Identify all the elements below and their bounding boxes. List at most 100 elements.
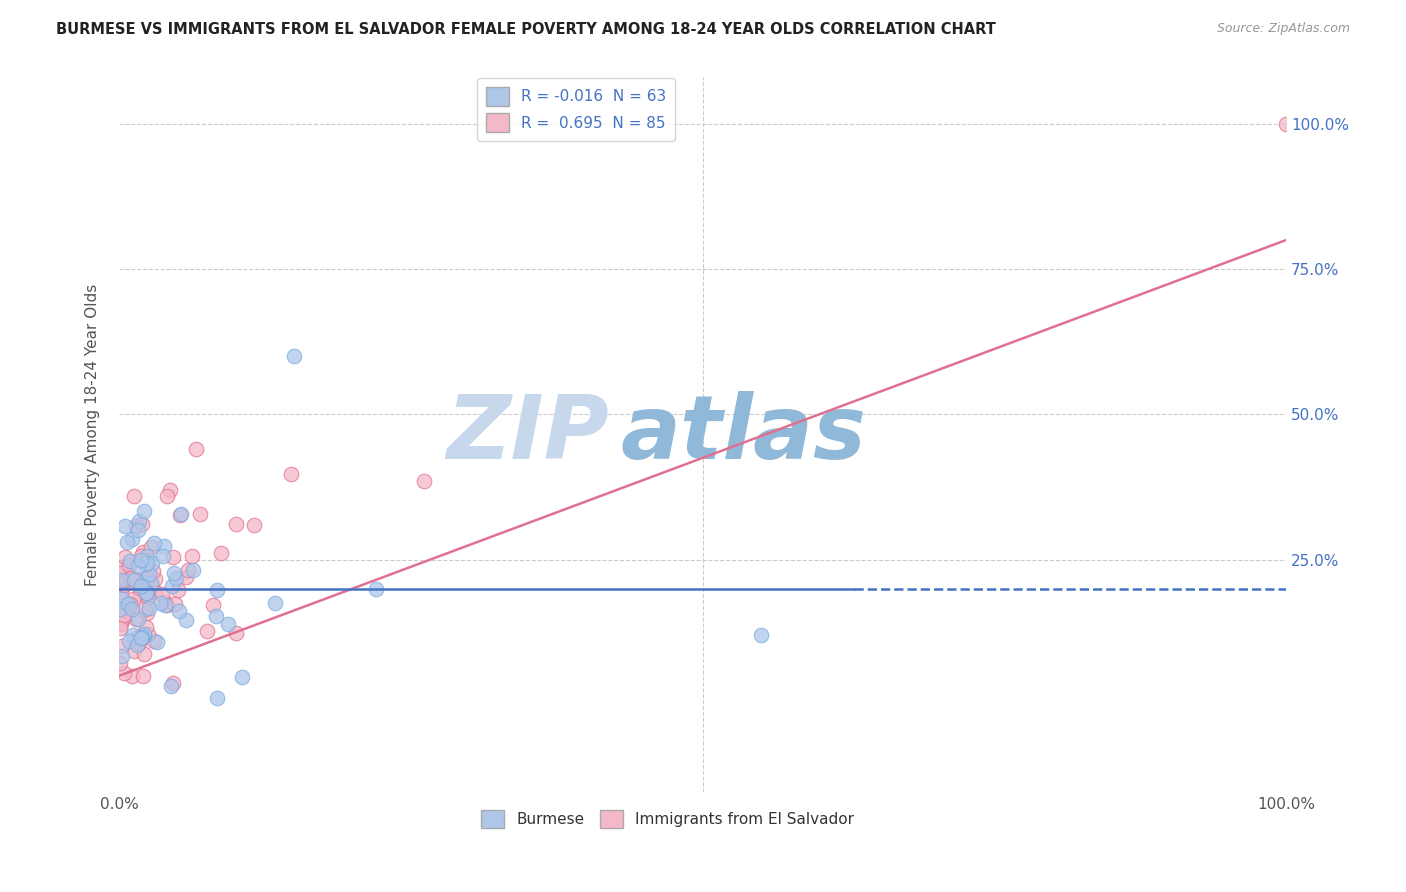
Point xyxy=(110,616,132,631)
Point xyxy=(283,349,305,363)
Point xyxy=(225,516,247,531)
Point xyxy=(141,580,163,594)
Point xyxy=(120,571,142,585)
Point xyxy=(110,615,132,630)
Point xyxy=(118,554,141,568)
Point xyxy=(162,675,184,690)
Point xyxy=(122,592,145,607)
Point xyxy=(143,584,166,599)
Text: BURMESE VS IMMIGRANTS FROM EL SALVADOR FEMALE POVERTY AMONG 18-24 YEAR OLDS CORR: BURMESE VS IMMIGRANTS FROM EL SALVADOR F… xyxy=(56,22,995,37)
Point xyxy=(225,625,247,640)
Point xyxy=(167,583,190,598)
Point xyxy=(127,523,149,537)
Point xyxy=(143,634,166,648)
Point xyxy=(413,474,436,488)
Text: atlas: atlas xyxy=(621,392,866,478)
Point xyxy=(143,572,166,586)
Point xyxy=(141,556,163,570)
Point xyxy=(138,600,160,615)
Point xyxy=(364,582,387,596)
Point xyxy=(117,597,139,611)
Point xyxy=(136,627,159,641)
Point xyxy=(134,557,156,571)
Point xyxy=(170,507,193,521)
Point xyxy=(121,669,143,683)
Point xyxy=(125,519,148,533)
Point xyxy=(139,575,162,590)
Point xyxy=(124,574,146,588)
Point xyxy=(136,585,159,599)
Point xyxy=(156,489,179,503)
Point xyxy=(111,649,134,664)
Point xyxy=(108,656,131,670)
Point xyxy=(134,647,156,661)
Point xyxy=(111,612,134,626)
Point xyxy=(122,489,145,503)
Point xyxy=(132,545,155,559)
Point xyxy=(131,630,153,644)
Point xyxy=(125,572,148,586)
Point xyxy=(163,598,186,612)
Point xyxy=(145,635,167,649)
Point xyxy=(122,644,145,658)
Point xyxy=(169,508,191,522)
Point xyxy=(120,597,142,611)
Point xyxy=(117,606,139,620)
Point xyxy=(135,586,157,600)
Point xyxy=(142,536,165,550)
Point xyxy=(749,628,772,642)
Point xyxy=(122,627,145,641)
Point xyxy=(264,596,287,610)
Point xyxy=(188,507,211,521)
Point xyxy=(132,668,155,682)
Point xyxy=(115,534,138,549)
Legend: Burmese, Immigrants from El Salvador: Burmese, Immigrants from El Salvador xyxy=(475,804,860,834)
Point xyxy=(156,598,179,612)
Point xyxy=(111,604,134,618)
Point xyxy=(131,517,153,532)
Point xyxy=(184,442,207,456)
Point xyxy=(118,558,141,573)
Point xyxy=(1275,117,1298,131)
Point xyxy=(177,564,200,578)
Point xyxy=(108,602,131,616)
Point xyxy=(160,679,183,693)
Point xyxy=(243,518,266,533)
Point xyxy=(127,630,149,644)
Point xyxy=(217,616,239,631)
Point xyxy=(129,587,152,601)
Point xyxy=(280,467,302,482)
Point xyxy=(136,570,159,584)
Point xyxy=(129,552,152,566)
Point xyxy=(181,549,204,563)
Point xyxy=(138,567,160,582)
Point xyxy=(149,596,172,610)
Point xyxy=(114,549,136,564)
Point xyxy=(141,540,163,554)
Point xyxy=(153,539,176,553)
Point xyxy=(159,483,181,497)
Point xyxy=(114,573,136,587)
Point xyxy=(138,573,160,587)
Point xyxy=(204,608,226,623)
Point xyxy=(135,607,157,621)
Point xyxy=(135,620,157,634)
Point xyxy=(118,634,141,648)
Point xyxy=(111,560,134,574)
Point xyxy=(108,621,131,635)
Point xyxy=(174,570,197,584)
Point xyxy=(128,514,150,528)
Point xyxy=(112,607,135,622)
Point xyxy=(129,579,152,593)
Point xyxy=(111,573,134,587)
Point xyxy=(163,566,186,581)
Point xyxy=(201,598,224,612)
Point xyxy=(111,592,134,607)
Point xyxy=(155,598,177,612)
Point xyxy=(205,583,228,598)
Point xyxy=(153,595,176,609)
Point xyxy=(231,670,253,684)
Point xyxy=(134,602,156,616)
Point xyxy=(124,612,146,626)
Point xyxy=(150,587,173,601)
